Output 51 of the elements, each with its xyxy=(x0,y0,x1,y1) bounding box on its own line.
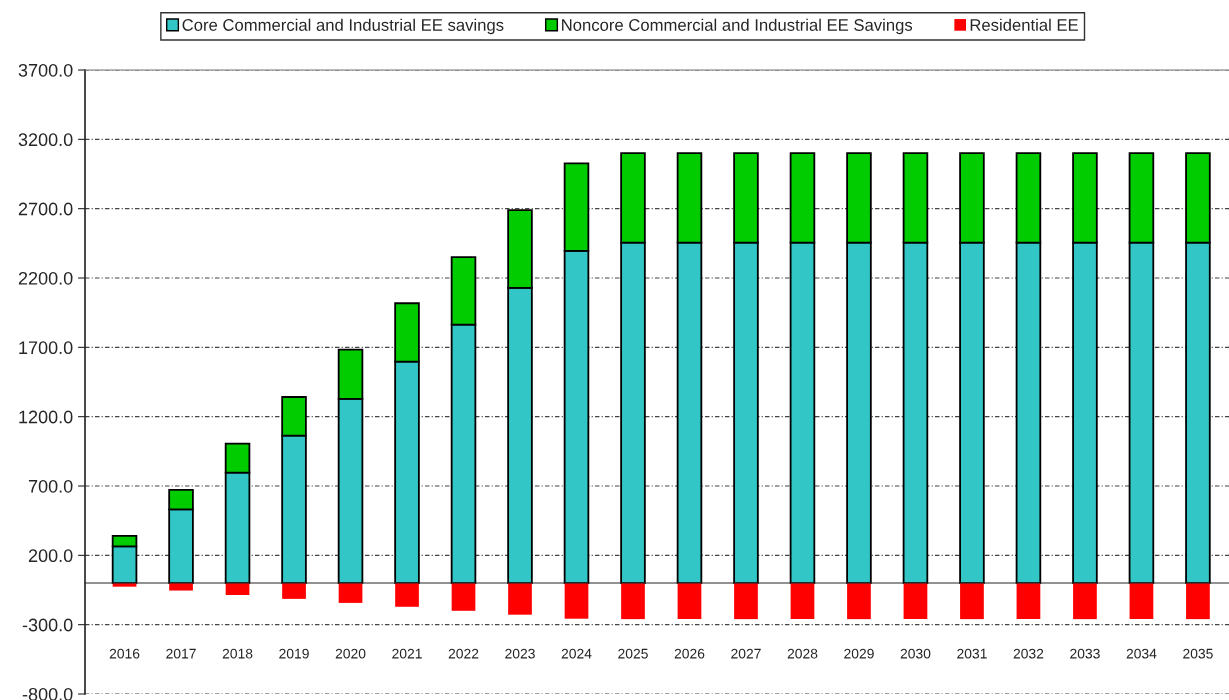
x-tick-label: 2018 xyxy=(222,648,253,659)
bar xyxy=(282,583,306,599)
y-tick-label: -300.0 xyxy=(22,618,73,632)
bar xyxy=(1129,583,1154,620)
x-tick-label: 2031 xyxy=(957,648,987,659)
x-tick-label: 2024 xyxy=(561,648,592,659)
legend-label: Noncore Commercial and Industrial EE Savings xyxy=(562,18,913,35)
x-tick-label: 2025 xyxy=(618,648,648,659)
bar xyxy=(677,583,702,620)
bar xyxy=(1073,583,1097,620)
x-tick-label: 2030 xyxy=(900,648,931,659)
bar xyxy=(395,583,419,607)
x-tick-label: 2028 xyxy=(787,648,818,659)
y-tick-label: -800.0 xyxy=(22,687,73,700)
x-tick-label: 2032 xyxy=(1013,648,1044,659)
x-tick-label: 2034 xyxy=(1126,648,1157,659)
y-tick-label: 3200.0 xyxy=(18,133,73,147)
x-tick-label: 2022 xyxy=(448,648,479,659)
x-tick-label: 2021 xyxy=(392,648,422,659)
bar xyxy=(508,583,532,615)
bar xyxy=(338,583,363,603)
legend-label: Residential EE xyxy=(970,18,1078,31)
bar xyxy=(960,583,984,620)
x-tick-label: 2027 xyxy=(731,648,761,659)
y-tick-label: 1700.0 xyxy=(19,341,73,355)
bar xyxy=(903,583,928,620)
x-tick-label: 2023 xyxy=(505,648,535,659)
legend-label: Core Commercial and Industrial EE savings xyxy=(182,18,504,35)
bar xyxy=(847,583,871,620)
x-tick-label: 2019 xyxy=(279,648,309,659)
y-tick-label: 700.0 xyxy=(28,479,73,493)
y-tick-label: 2200.0 xyxy=(18,271,73,285)
bar xyxy=(1016,583,1041,620)
y-tick-label: 2700.0 xyxy=(18,202,73,216)
bar xyxy=(734,583,758,620)
x-tick-label: 2033 xyxy=(1070,648,1100,659)
y-tick-label: 1200.0 xyxy=(19,410,73,424)
x-tick-label: 2029 xyxy=(844,648,874,659)
x-tick-label: 2020 xyxy=(335,648,366,659)
x-tick-label: 2026 xyxy=(674,648,705,659)
bar xyxy=(451,583,476,611)
x-tick-label: 2035 xyxy=(1183,648,1213,659)
x-tick-label: 2016 xyxy=(109,648,140,659)
y-tick-label: 200.0 xyxy=(28,549,73,563)
x-tick-label: 2017 xyxy=(166,648,196,659)
bar xyxy=(790,583,815,620)
bar xyxy=(621,583,645,620)
bar xyxy=(564,583,589,619)
bar xyxy=(1186,583,1210,620)
y-tick-label: 3700.0 xyxy=(18,63,73,77)
bar xyxy=(169,583,193,591)
